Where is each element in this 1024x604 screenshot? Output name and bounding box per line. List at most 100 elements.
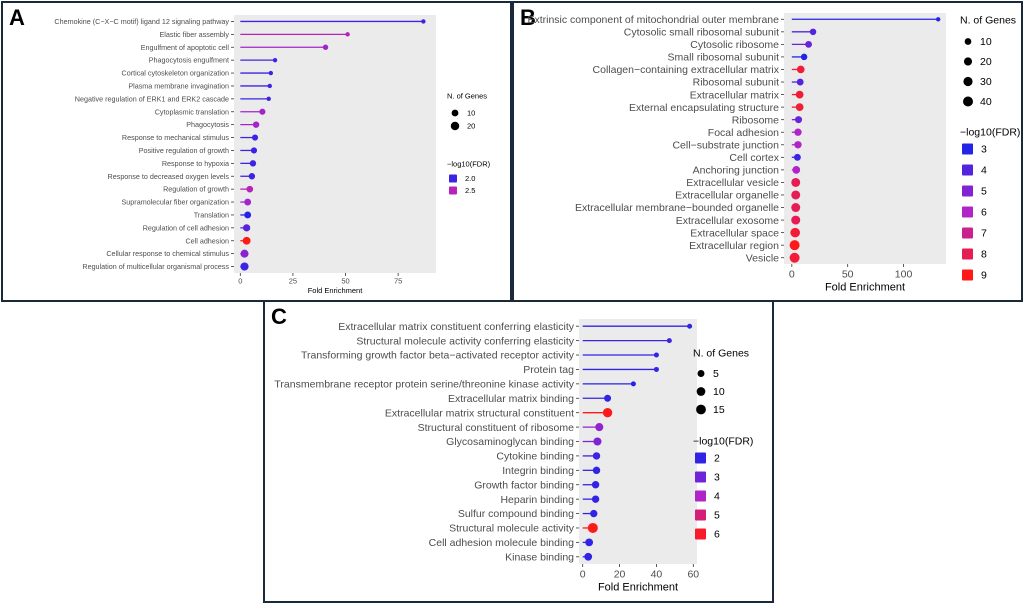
lollipop-point bbox=[795, 103, 804, 112]
color-legend-key bbox=[695, 528, 706, 540]
size-legend-title: N. of Genes bbox=[693, 348, 749, 360]
x-tick-label: 0 bbox=[789, 269, 795, 281]
x-axis-title: Fold Enrichment bbox=[308, 286, 364, 295]
lollipop-point bbox=[591, 481, 600, 489]
y-tick-label: Ribosome bbox=[732, 114, 779, 126]
lollipop-point bbox=[795, 116, 803, 124]
chart-c: 0 20 40 60 Fold Enrichment Extracellular matr… bbox=[274, 319, 753, 594]
y-tick-label: Cytokine binding bbox=[496, 451, 574, 463]
y-tick-label: Cytosolic small ribosomal subunit bbox=[624, 27, 779, 39]
lollipop-point bbox=[244, 198, 252, 206]
color-legend-label: 2.0 bbox=[465, 174, 475, 183]
y-tick-label: Integrin binding bbox=[502, 465, 574, 477]
color-legend-key bbox=[449, 174, 457, 183]
y-tick-label: Extracellular matrix bbox=[690, 89, 780, 101]
size-legend-key bbox=[451, 109, 459, 117]
y-tick-label: Regulation of cell adhesion bbox=[143, 223, 229, 232]
y-tick-label: Anchoring junction bbox=[693, 165, 780, 177]
color-legend-label: 2.5 bbox=[465, 186, 475, 195]
size-legend-key bbox=[963, 76, 973, 87]
x-tick-label: 0 bbox=[580, 569, 586, 581]
x-tick-label: 25 bbox=[289, 277, 297, 286]
x-axis-title: Fold Enrichment bbox=[825, 282, 905, 294]
color-legend-key bbox=[695, 490, 706, 502]
panel-label-a: A bbox=[9, 5, 25, 30]
lollipop-point bbox=[790, 227, 800, 238]
y-tick-label: Heparin binding bbox=[500, 494, 574, 506]
lollipop-point bbox=[252, 121, 260, 128]
size-legend-key bbox=[697, 370, 705, 377]
lollipop-point bbox=[595, 423, 604, 432]
size-legend-label: 40 bbox=[980, 96, 992, 108]
y-tick-label: Extracellular membrane−bounded organelle bbox=[575, 202, 779, 214]
y-tick-label: Phagocytosis engulfment bbox=[149, 56, 229, 65]
y-tick-label: Transforming growth factor beta−activate… bbox=[301, 350, 575, 362]
y-tick-label: Cytosolic ribosome bbox=[690, 39, 779, 51]
lollipop-point bbox=[590, 509, 598, 518]
y-tick-label: Extracellular organelle bbox=[675, 190, 779, 202]
lollipop-point bbox=[421, 19, 426, 24]
panel-label-c: C bbox=[271, 304, 287, 329]
color-legend-label: 5 bbox=[714, 510, 720, 522]
size-legend-key bbox=[963, 96, 973, 107]
x-tick-label: 0 bbox=[238, 277, 242, 286]
y-tick-label: Response to decreased oxygen levels bbox=[108, 172, 230, 181]
color-legend-label: 5 bbox=[981, 186, 987, 198]
color-legend-label: 3 bbox=[714, 472, 720, 484]
color-legend-key bbox=[962, 143, 973, 155]
y-tick-label: Cell adhesion molecule binding bbox=[429, 537, 575, 549]
plot-background bbox=[234, 15, 436, 273]
color-legend-label: 6 bbox=[714, 529, 720, 541]
lollipop-point bbox=[267, 83, 272, 89]
color-legend-title: −log10(FDR) bbox=[693, 436, 753, 448]
y-tick-label: Cellular response to chemical stimulus bbox=[106, 249, 229, 258]
lollipop-point bbox=[602, 407, 613, 418]
lollipop-point bbox=[795, 90, 804, 99]
x-tick-label: 100 bbox=[895, 269, 913, 281]
y-tick-label: Extracellular region bbox=[689, 240, 779, 252]
x-tick-label: 20 bbox=[614, 569, 626, 581]
size-legend-label: 20 bbox=[980, 56, 992, 68]
lollipop-point bbox=[322, 44, 329, 50]
y-tick-label: Protein tag bbox=[523, 364, 574, 376]
color-legend-key bbox=[962, 164, 973, 176]
y-tick-label: Regulation of multicellular organismal p… bbox=[82, 262, 229, 271]
y-tick-label: Vesicle bbox=[746, 252, 779, 264]
size-legend-key bbox=[964, 38, 972, 45]
y-tick-label: Glycosaminoglycan binding bbox=[446, 436, 574, 448]
color-legend-label: 6 bbox=[981, 207, 987, 219]
y-tick-label: Focal adhesion bbox=[708, 127, 779, 139]
lollipop-point bbox=[653, 352, 659, 358]
y-tick-label: Engulfment of apoptotic cell bbox=[141, 43, 230, 52]
lollipop-point bbox=[630, 381, 636, 387]
y-tick-label: Structural molecule activity conferring … bbox=[356, 335, 574, 347]
y-tick-label: Cell cortex bbox=[729, 152, 779, 164]
color-legend-key bbox=[962, 248, 973, 260]
plot-background bbox=[784, 13, 946, 264]
lollipop-point bbox=[794, 141, 802, 149]
lollipop-point bbox=[666, 338, 672, 344]
lollipop-point bbox=[345, 32, 350, 37]
y-tick-label: Plasma membrane invagination bbox=[128, 81, 229, 90]
lollipop-point bbox=[935, 17, 941, 22]
color-legend-key bbox=[449, 186, 457, 195]
y-tick-label: Chemokine (C−X−C motif) ligand 12 signal… bbox=[54, 17, 229, 26]
lollipop-point bbox=[240, 249, 249, 258]
x-axis-title: Fold Enrichment bbox=[598, 582, 678, 594]
lollipop-point bbox=[592, 452, 601, 460]
color-legend-label: 2 bbox=[714, 453, 720, 465]
y-tick-label: Extracellular exosome bbox=[676, 215, 779, 227]
lollipop-point bbox=[259, 108, 266, 115]
y-tick-label: Positive regulation of growth bbox=[139, 146, 229, 155]
lollipop-point bbox=[800, 53, 808, 61]
size-legend-label: 10 bbox=[713, 386, 725, 398]
color-legend-label: 9 bbox=[981, 270, 987, 282]
color-legend-label: 4 bbox=[714, 491, 720, 503]
x-tick-label: 75 bbox=[394, 277, 402, 286]
y-tick-label: Sulfur compound binding bbox=[458, 508, 574, 520]
y-tick-label: Negative regulation of ERK1 and ERK2 cas… bbox=[75, 94, 229, 103]
lollipop-point bbox=[791, 190, 801, 200]
size-legend-label: 10 bbox=[980, 36, 992, 48]
lollipop-point bbox=[793, 153, 801, 161]
